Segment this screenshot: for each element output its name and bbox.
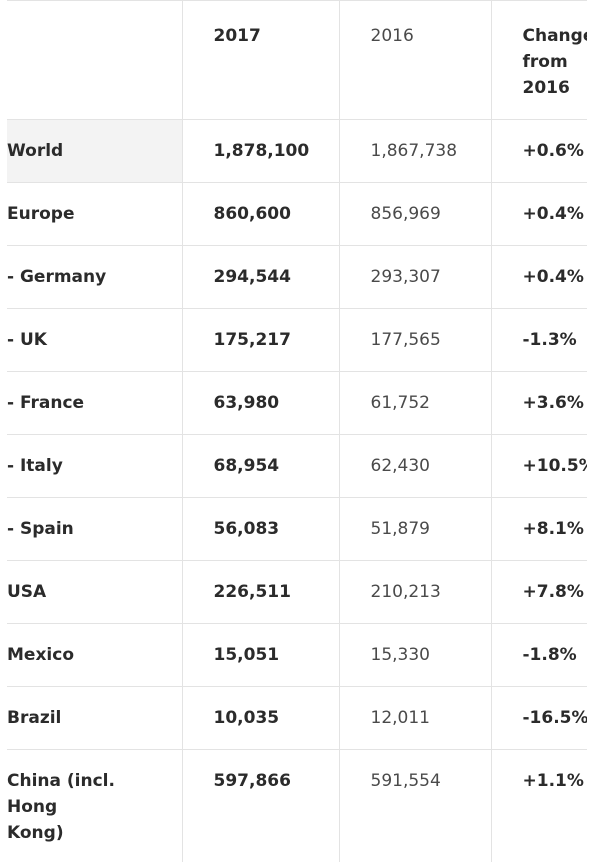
table-row: Europe 860,600 856,969 +0.4% [7, 182, 587, 246]
table-row: China (incl. Hong Kong) 597,866 591,554 … [7, 749, 587, 862]
row-region: Mexico [7, 623, 182, 687]
row-change-value: +7.8% [490, 560, 587, 624]
table-row: - Italy 68,954 62,430 +10.5% [7, 434, 587, 498]
row-region: Europe [7, 182, 182, 246]
row-2016-value: 591,554 [338, 749, 491, 862]
row-2017-value: 10,035 [181, 686, 339, 750]
row-2016-value: 15,330 [338, 623, 491, 687]
row-change-value: +1.1% [490, 749, 587, 862]
row-2017-value: 68,954 [181, 434, 339, 498]
row-2016-value: 1,867,738 [338, 119, 491, 183]
row-2016-value: 177,565 [338, 308, 491, 372]
row-2017-value: 294,544 [181, 245, 339, 309]
row-2017-value: 860,600 [181, 182, 339, 246]
row-change-value: -1.3% [490, 308, 587, 372]
row-change-value: -16.5% [490, 686, 587, 750]
row-2017-value: 63,980 [181, 371, 339, 435]
row-2016-value: 856,969 [338, 182, 491, 246]
row-change-value: +0.4% [490, 245, 587, 309]
row-change-value: +0.4% [490, 182, 587, 246]
row-region: - Germany [7, 245, 182, 309]
header-change: Change from 2016 [490, 0, 587, 120]
table-row: - France 63,980 61,752 +3.6% [7, 371, 587, 435]
row-change-value: +10.5% [490, 434, 587, 498]
row-2016-value: 210,213 [338, 560, 491, 624]
row-2017-value: 15,051 [181, 623, 339, 687]
row-change-value: +0.6% [490, 119, 587, 183]
table-row: - UK 175,217 177,565 -1.3% [7, 308, 587, 372]
row-region: - Italy [7, 434, 182, 498]
table-row: World 1,878,100 1,867,738 +0.6% [7, 119, 587, 183]
table-row: Brazil 10,035 12,011 -16.5% [7, 686, 587, 750]
row-2016-value: 62,430 [338, 434, 491, 498]
row-region: China (incl. Hong Kong) [7, 771, 115, 843]
sales-table: 2017 2016 Change from 2016 World 1,878,1… [7, 0, 587, 862]
table-row: - Germany 294,544 293,307 +0.4% [7, 245, 587, 309]
table-row: USA 226,511 210,213 +7.8% [7, 560, 587, 624]
row-region: - Spain [7, 497, 182, 561]
table-row: Mexico 15,051 15,330 -1.8% [7, 623, 587, 687]
row-2016-value: 12,011 [338, 686, 491, 750]
row-region: - UK [7, 308, 182, 372]
row-change-value: +3.6% [490, 371, 587, 435]
row-change-value: +8.1% [490, 497, 587, 561]
header-2017: 2017 [181, 0, 339, 120]
table-row: - Spain 56,083 51,879 +8.1% [7, 497, 587, 561]
row-region: World [7, 119, 182, 183]
row-region: - France [7, 371, 182, 435]
row-2017-value: 226,511 [181, 560, 339, 624]
row-region: USA [7, 560, 182, 624]
row-2016-value: 51,879 [338, 497, 491, 561]
header-region [7, 0, 182, 120]
row-region: Brazil [7, 686, 182, 750]
header-2016: 2016 [338, 0, 491, 120]
table-header-row: 2017 2016 Change from 2016 [7, 0, 587, 120]
row-2016-value: 61,752 [338, 371, 491, 435]
row-2017-value: 1,878,100 [181, 119, 339, 183]
row-2016-value: 293,307 [338, 245, 491, 309]
data-table-container: 2017 2016 Change from 2016 World 1,878,1… [7, 0, 587, 862]
row-2017-value: 175,217 [181, 308, 339, 372]
row-2017-value: 597,866 [181, 749, 339, 862]
row-2017-value: 56,083 [181, 497, 339, 561]
row-change-value: -1.8% [490, 623, 587, 687]
